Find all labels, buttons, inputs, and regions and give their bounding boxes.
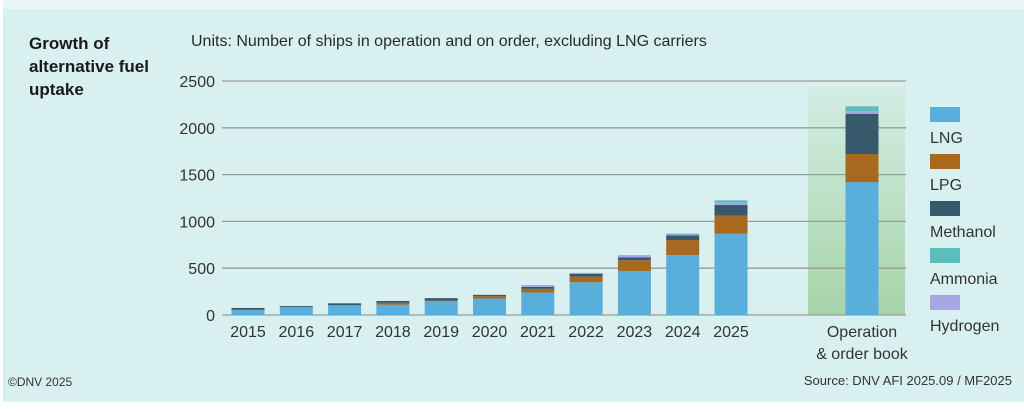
bar-methanol: [328, 303, 362, 306]
bar-methanol: [569, 273, 603, 277]
bar-lng: [473, 298, 506, 315]
bar-methanol: [473, 294, 506, 297]
bar-lng: [714, 233, 748, 315]
bar-methanol: [714, 205, 748, 216]
bar-ammonia: [714, 200, 748, 203]
bar-lpg: [376, 302, 410, 305]
bar-lpg: [617, 260, 651, 272]
legend-swatch-lpg: [930, 154, 960, 169]
bar-lpg: [845, 154, 879, 183]
bar-hydrogen: [521, 285, 555, 287]
top-band: [3, 0, 1024, 9]
bar-lng: [521, 292, 555, 315]
bar-hydrogen: [845, 110, 879, 114]
x-tick-label: 2025: [713, 324, 749, 341]
x-tick-label: 2022: [568, 324, 604, 341]
bar-methanol: [666, 235, 700, 241]
bar-ammonia: [666, 233, 700, 235]
y-tick-label: 1000: [179, 214, 215, 231]
x-tick-label: 2021: [520, 324, 556, 341]
bar-hydrogen: [617, 255, 651, 258]
y-tick-label: 2500: [179, 74, 215, 91]
x-tick-label: 2023: [617, 324, 653, 341]
bar-methanol: [424, 298, 458, 301]
bar-lpg: [473, 296, 506, 299]
x-tick-label: 2016: [279, 324, 315, 341]
x-tick-label: 2015: [230, 324, 266, 341]
bar-hydrogen: [666, 234, 700, 236]
legend-swatch-methanol: [930, 201, 960, 216]
x-tick-label: 2017: [327, 324, 363, 341]
legend-swatch-ammonia: [930, 248, 960, 263]
x-tick-label: 2024: [665, 324, 701, 341]
bar-lng: [424, 300, 458, 315]
source-note: Source: DNV AFI 2025.09 / MF2025: [803, 373, 1012, 388]
chart-title: Growth of alternative fuel uptake: [29, 34, 149, 99]
bar-methanol: [521, 286, 555, 289]
bar-hydrogen: [714, 202, 748, 206]
legend-label-ammonia: Ammonia: [930, 271, 998, 288]
bar-ammonia: [845, 106, 879, 111]
bar-lpg: [521, 288, 555, 293]
bar-lng: [279, 307, 313, 315]
bar-methanol: [231, 307, 265, 310]
x-tick-label: Operation: [827, 324, 897, 341]
bar-lpg: [714, 215, 748, 234]
legend-swatch-lng: [930, 107, 960, 122]
x-tick-label: 2018: [375, 324, 411, 341]
bar-lpg: [569, 276, 603, 283]
x-tick-label: 2020: [472, 324, 508, 341]
legend-label-lpg: LPG: [930, 177, 962, 194]
y-tick-label: 2000: [179, 121, 215, 138]
x-tick-label: & order book: [816, 346, 909, 363]
bar-lng: [231, 309, 265, 315]
bar-lng: [845, 182, 879, 315]
legend-label-lng: LNG: [930, 130, 963, 147]
legend-label-hydrogen: Hydrogen: [930, 318, 999, 335]
bar-methanol: [376, 300, 410, 303]
bar-lng: [376, 304, 410, 315]
copyright: ©DNV 2025: [8, 375, 73, 389]
y-tick-label: 1500: [179, 168, 215, 185]
legend-label-methanol: Methanol: [930, 224, 996, 241]
y-tick-label: 500: [188, 261, 215, 278]
x-tick-label: 2019: [423, 324, 459, 341]
chart-subtitle: Units: Number of ships in operation and …: [191, 33, 707, 50]
bar-hydrogen: [569, 272, 603, 274]
legend-swatch-hydrogen: [930, 295, 960, 310]
y-tick-label: 0: [206, 308, 215, 325]
bar-lpg: [666, 240, 700, 256]
bar-lng: [666, 255, 700, 315]
bar-lng: [617, 271, 651, 315]
bar-methanol: [617, 257, 651, 261]
bar-lng: [569, 282, 603, 315]
bar-lng: [328, 305, 362, 315]
bar-methanol: [845, 113, 879, 155]
bar-methanol: [279, 306, 313, 308]
